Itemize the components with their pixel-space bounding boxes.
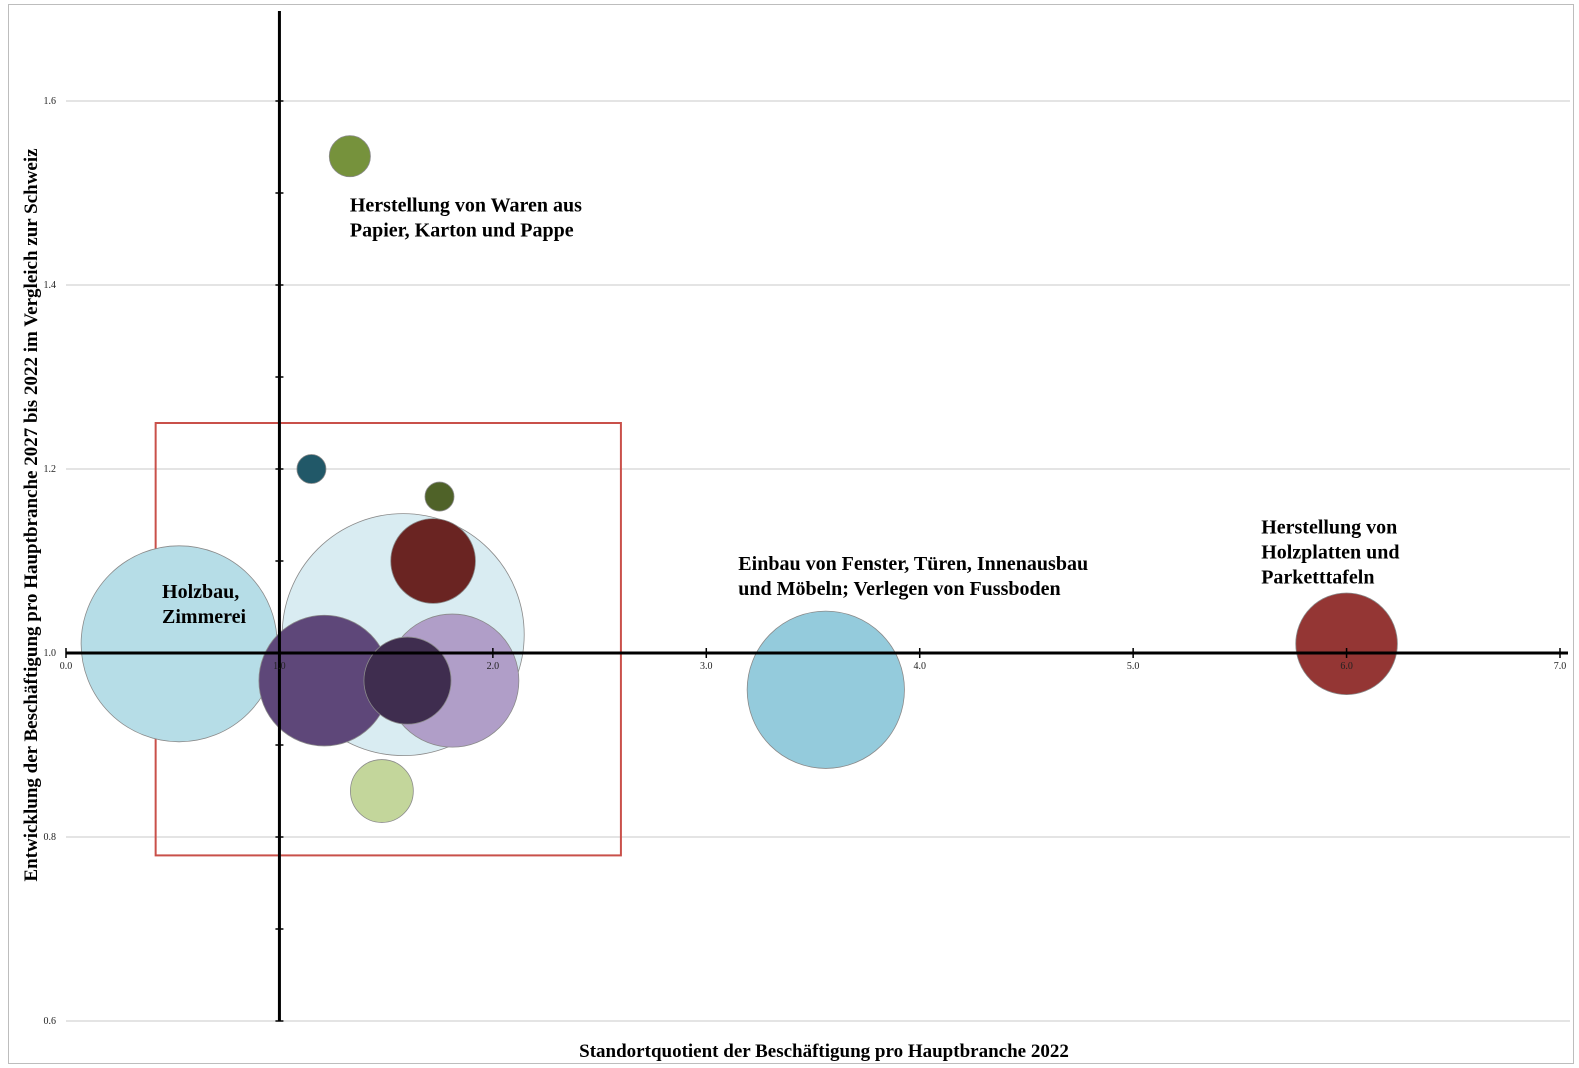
chart-frame: 0.6 0.8 1.0 1.2 1.4 1.6 0.0 1.0 2.0 3.0 4.0 5.0 6.0 7…: [8, 4, 1574, 1064]
annotation-3-line-2: Parketttafeln: [1261, 566, 1374, 588]
x-tick-label-0: 0.0: [60, 661, 73, 672]
y-axis-title: Entwicklung der Beschäftigung pro Hauptb…: [21, 148, 42, 882]
bubble-10: [296, 454, 327, 484]
annotation-1-line-1: Zimmerei: [162, 606, 246, 628]
annotation-3-line-1: Holzplatten und: [1261, 541, 1399, 563]
annotations: Herstellung von Waren aus Papier, Karton …: [162, 194, 1400, 627]
bubble-8: [1295, 592, 1398, 696]
bubble-11: [424, 481, 455, 512]
annotation-3: Herstellung von Holzplatten und Parketttaf…: [1261, 516, 1399, 588]
bubble-1: [80, 545, 278, 743]
bubble-12: [350, 759, 414, 823]
annotation-0-line-0: Herstellung von Waren aus: [350, 194, 582, 216]
annotation-1-line-0: Holzbau,: [162, 581, 239, 603]
x-axis-title: Standortquotient der Beschäftigung pro H…: [579, 1041, 1069, 1062]
x-tick-label-3: 3.0: [700, 661, 713, 672]
y-tick-label-0: 0.6: [44, 1016, 57, 1027]
bubble-chart: 0.60.81.01.21.41.60.0 1.0 2.0 3.0 4.0 5.0 6.0 7…: [21, 11, 1570, 1062]
bubble-layer: [80, 135, 1398, 823]
y-tick-label-5: 1.6: [44, 96, 57, 107]
y-tick-label-1: 0.8: [44, 832, 57, 843]
bubble-2: [746, 610, 905, 769]
annotation-0: Herstellung von Waren aus Papier, Karton …: [350, 194, 582, 241]
x-tick-label-4: 4.0: [913, 661, 926, 672]
bubble-6: [363, 636, 452, 725]
x-tick-label-2: 2.0: [487, 661, 500, 672]
x-tick-label-1: 1.0: [273, 661, 286, 672]
bubble-9: [328, 135, 371, 178]
x-tick-label-6: 6.0: [1340, 661, 1353, 672]
annotation-0-line-1: Papier, Karton und Pappe: [350, 219, 574, 241]
y-tick-label-3: 1.2: [44, 464, 57, 475]
annotation-2: Einbau von Fenster, Türen, Innenausbau un…: [738, 553, 1088, 600]
bubble-7: [390, 518, 476, 604]
annotation-1: Holzbau, Zimmerei: [162, 581, 246, 628]
annotation-3-line-0: Herstellung von: [1261, 516, 1397, 538]
annotation-2-line-0: Einbau von Fenster, Türen, Innenausbau: [738, 553, 1088, 575]
x-tick-label-5: 5.0: [1127, 661, 1140, 672]
annotation-2-line-1: und Möbeln; Verlegen von Fussboden: [738, 578, 1060, 600]
x-tick-label-7: 7.0: [1554, 661, 1567, 672]
y-tick-label-4: 1.4: [44, 280, 57, 291]
axes: 0.60.81.01.21.41.60.0 1.0 2.0 3.0 4.0 5.0 6.0 7…: [44, 11, 1568, 1027]
y-tick-label-2: 1.0: [44, 648, 57, 659]
